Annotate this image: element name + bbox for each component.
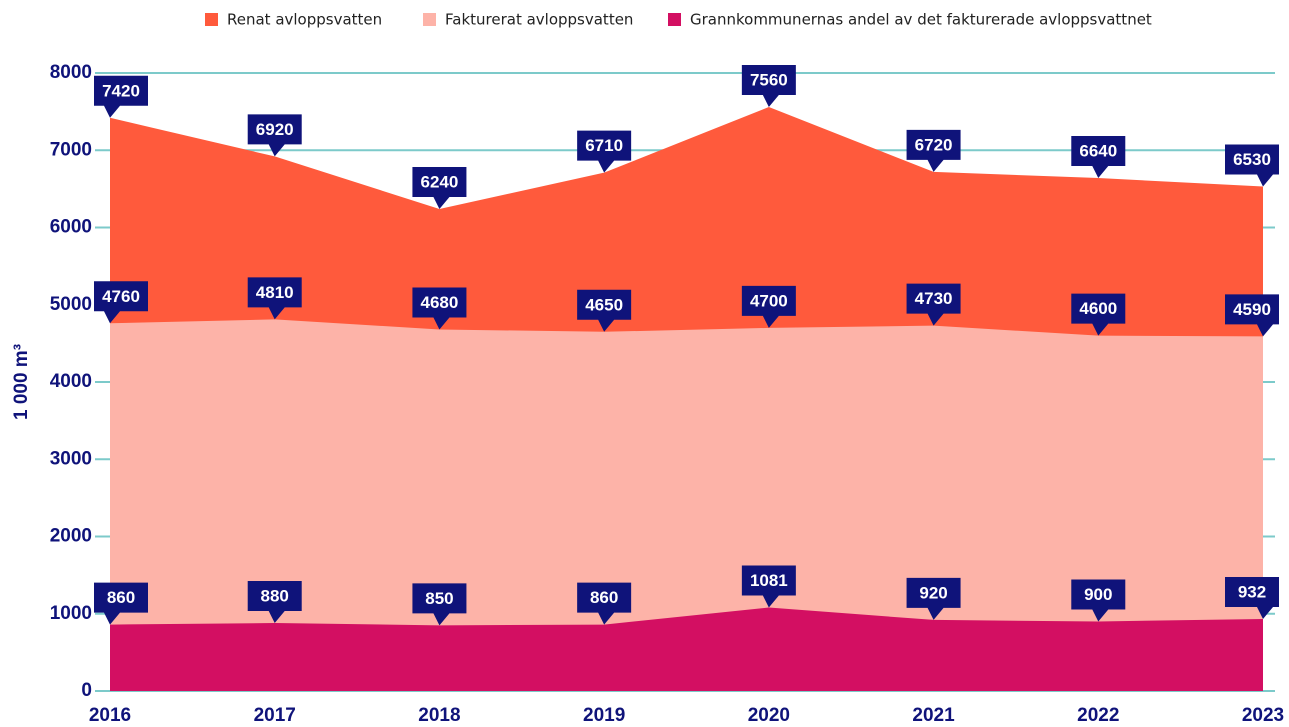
legend-swatch	[423, 13, 436, 26]
x-tick-label: 2022	[1077, 705, 1119, 726]
data-label: 4810	[256, 283, 294, 302]
legend-swatch	[668, 13, 681, 26]
y-tick-label: 2000	[50, 526, 92, 547]
data-label: 6920	[256, 120, 294, 139]
data-label: 4590	[1233, 300, 1271, 319]
y-tick-label: 5000	[50, 294, 92, 315]
area	[110, 607, 1263, 691]
label-box	[906, 577, 961, 620]
data-label: 850	[425, 589, 453, 608]
data-label: 860	[590, 588, 618, 607]
label-box	[577, 582, 632, 625]
y-tick-label: 0	[81, 680, 92, 701]
data-label: 932	[1238, 582, 1266, 601]
label-box	[247, 581, 302, 624]
y-tick-label: 6000	[50, 217, 92, 238]
y-tick-label: 3000	[50, 448, 92, 469]
data-label: 4650	[585, 295, 623, 314]
label-box	[1071, 136, 1126, 179]
x-tick-label: 2021	[912, 705, 955, 726]
legend-label: Grannkommunernas andel av det fakturerad…	[690, 11, 1152, 29]
legend-label: Fakturerat avloppsvatten	[445, 11, 633, 29]
y-tick-label: 1000	[50, 603, 92, 624]
label-box	[906, 283, 961, 326]
y-axis-label: 1 000 m³	[11, 344, 32, 420]
data-label: 4600	[1079, 299, 1117, 318]
data-label: 880	[261, 587, 289, 606]
label-box	[1071, 293, 1126, 336]
data-label: 4760	[102, 287, 140, 306]
label-box	[412, 166, 467, 209]
y-tick-label: 8000	[50, 62, 92, 83]
label-box	[94, 582, 148, 625]
data-label: 920	[919, 583, 947, 602]
x-tick-label: 2023	[1242, 705, 1284, 726]
data-label: 7420	[102, 81, 140, 100]
label-box	[1225, 144, 1279, 187]
label-box	[741, 565, 796, 608]
label-box	[577, 130, 632, 173]
data-label: 7560	[750, 70, 788, 89]
data-label: 4700	[750, 291, 788, 310]
label-box	[412, 583, 467, 626]
data-label: 4680	[421, 293, 459, 312]
label-box	[741, 285, 796, 328]
label-box	[1225, 294, 1279, 337]
label-box	[247, 114, 302, 157]
label-box	[412, 287, 467, 330]
label-box	[741, 64, 796, 107]
legend-label: Renat avloppsvatten	[227, 11, 382, 29]
data-label: 6530	[1233, 150, 1271, 169]
x-tick-label: 2016	[89, 705, 131, 726]
x-tick-label: 2019	[583, 705, 625, 726]
label-box	[94, 281, 148, 324]
data-label: 6720	[915, 135, 953, 154]
data-label: 6640	[1079, 142, 1117, 161]
data-label: 1081	[750, 571, 788, 590]
y-tick-label: 4000	[50, 371, 92, 392]
x-tick-label: 2020	[748, 705, 790, 726]
data-label: 4730	[915, 289, 953, 308]
y-tick-label: 7000	[50, 139, 92, 160]
label-box	[577, 289, 632, 332]
label-box	[1225, 577, 1279, 620]
data-label: 860	[107, 588, 135, 607]
label-box	[247, 277, 302, 320]
x-tick-label: 2017	[254, 705, 296, 726]
legend-swatch	[205, 13, 218, 26]
label-box	[1071, 579, 1126, 622]
label-box	[906, 129, 961, 172]
data-label: 6240	[421, 172, 459, 191]
area	[110, 319, 1263, 691]
data-label: 900	[1084, 585, 1112, 604]
x-tick-label: 2018	[418, 705, 460, 726]
label-box	[94, 75, 148, 118]
data-label: 6710	[585, 136, 623, 155]
